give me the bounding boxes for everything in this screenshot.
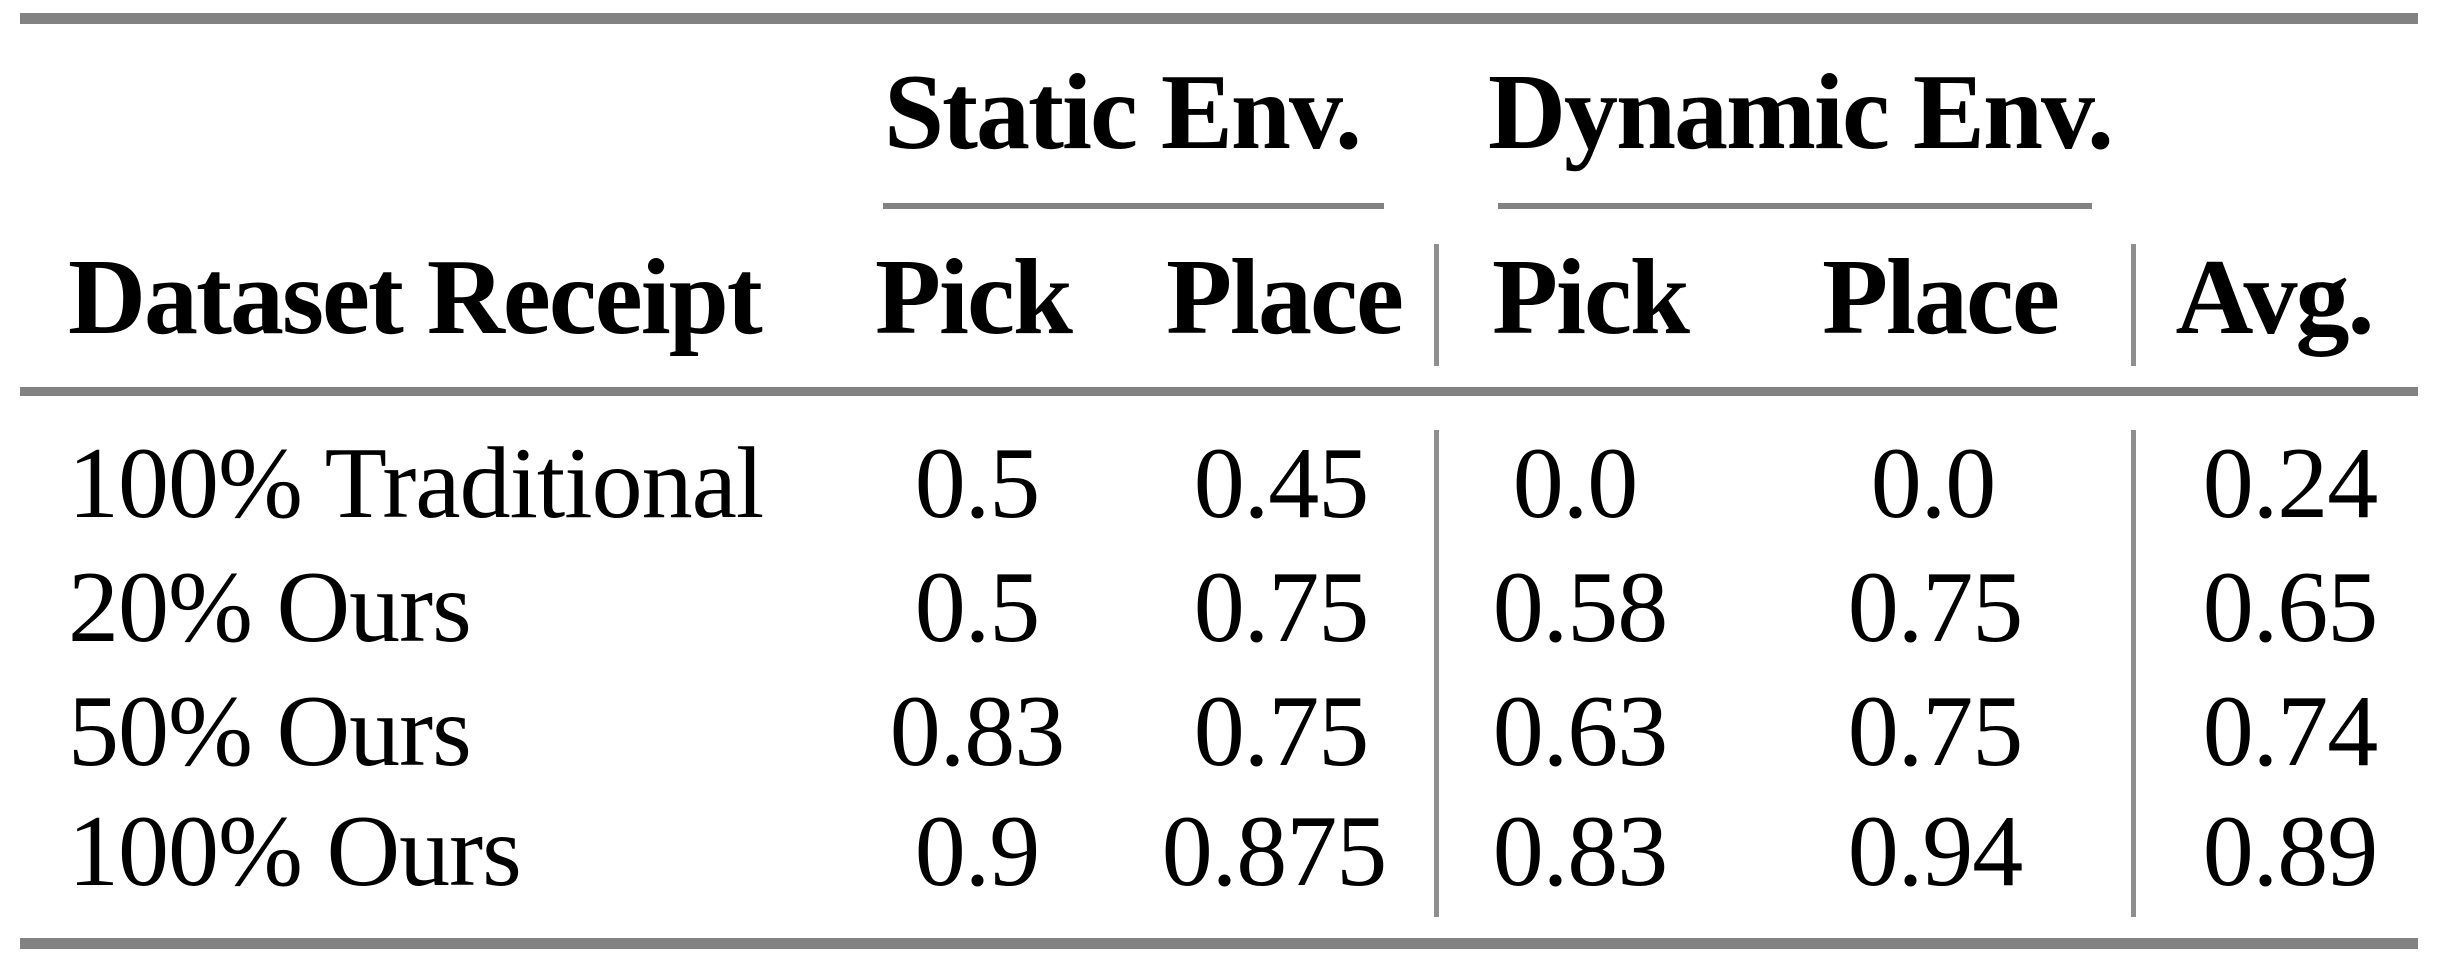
top-rule (20, 13, 2418, 24)
header-dynamic-place: Place (1822, 238, 2060, 357)
cell-static-pick: 0.9 (914, 795, 1040, 908)
cell-static-pick: 0.5 (914, 427, 1040, 540)
cell-static-pick: 0.83 (889, 675, 1065, 788)
body-vertical-rule-left (1434, 430, 1439, 917)
cell-avg: 0.74 (2202, 675, 2378, 788)
header-avg: Avg. (2175, 238, 2375, 357)
cell-static-place: 0.875 (1161, 795, 1387, 908)
cell-avg: 0.65 (2202, 551, 2378, 664)
static-env-underline (883, 203, 1384, 209)
row-label: 100% Traditional (68, 427, 764, 540)
cell-avg: 0.89 (2202, 795, 2378, 908)
cell-dynamic-place: 0.0 (1870, 427, 1996, 540)
row-label: 20% Ours (68, 551, 472, 664)
cell-avg: 0.24 (2202, 427, 2378, 540)
cell-static-place: 0.45 (1193, 427, 1369, 540)
column-group-dynamic-env: Dynamic Env. (1487, 53, 2114, 172)
header-static-place: Place (1166, 238, 1404, 357)
cell-static-place: 0.75 (1193, 675, 1369, 788)
cell-dynamic-place: 0.94 (1847, 795, 2023, 908)
header-dynamic-pick: Pick (1492, 238, 1690, 357)
header-vertical-rule-left (1434, 244, 1439, 366)
cell-dynamic-pick: 0.58 (1492, 551, 1668, 664)
row-label: 50% Ours (68, 675, 472, 788)
cell-dynamic-pick: 0.63 (1492, 675, 1668, 788)
header-static-pick: Pick (875, 238, 1073, 357)
header-mid-rule (20, 387, 2418, 396)
body-vertical-rule-right (2131, 430, 2136, 917)
header-vertical-rule-right (2131, 244, 2136, 366)
header-dataset-receipt: Dataset Receipt (68, 238, 763, 357)
column-group-static-env: Static Env. (883, 53, 1362, 172)
cell-static-pick: 0.5 (914, 551, 1040, 664)
row-label: 100% Ours (68, 795, 522, 908)
cell-dynamic-pick: 0.83 (1492, 795, 1668, 908)
dynamic-env-underline (1498, 203, 2092, 209)
cell-dynamic-pick: 0.0 (1512, 427, 1638, 540)
cell-dynamic-place: 0.75 (1847, 551, 2023, 664)
cell-static-place: 0.75 (1193, 551, 1369, 664)
bottom-rule (20, 938, 2418, 949)
cell-dynamic-place: 0.75 (1847, 675, 2023, 788)
